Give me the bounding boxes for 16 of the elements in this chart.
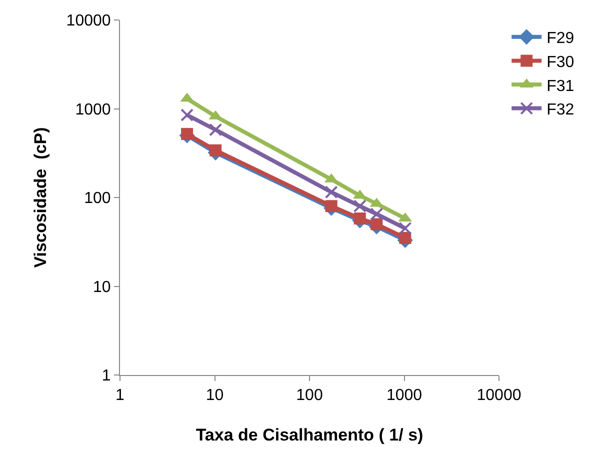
legend-label: F32 bbox=[546, 102, 574, 119]
x-axis-title: Taxa de Cisalhamento ( 1/ s) bbox=[196, 426, 424, 445]
y-tick-label: 100 bbox=[84, 190, 111, 208]
legend-label: F30 bbox=[546, 54, 574, 71]
y-tick-label: 10 bbox=[93, 278, 111, 296]
x-tick-label: 10 bbox=[206, 387, 224, 404]
x-tick-label: 10000 bbox=[476, 387, 522, 404]
legend-label: F31 bbox=[546, 78, 574, 95]
y-tick-label: 10000 bbox=[66, 12, 111, 30]
x-tick-label: 1 bbox=[116, 387, 125, 404]
x-tick-label: 100 bbox=[296, 387, 323, 404]
y-tick-label: 1000 bbox=[75, 101, 111, 118]
x-tick-label: 1000 bbox=[386, 387, 422, 404]
legend-label: F29 bbox=[546, 30, 574, 48]
y-axis-title: Viscosidade (cP) bbox=[30, 127, 50, 268]
y-tick-label: 1 bbox=[102, 368, 111, 385]
